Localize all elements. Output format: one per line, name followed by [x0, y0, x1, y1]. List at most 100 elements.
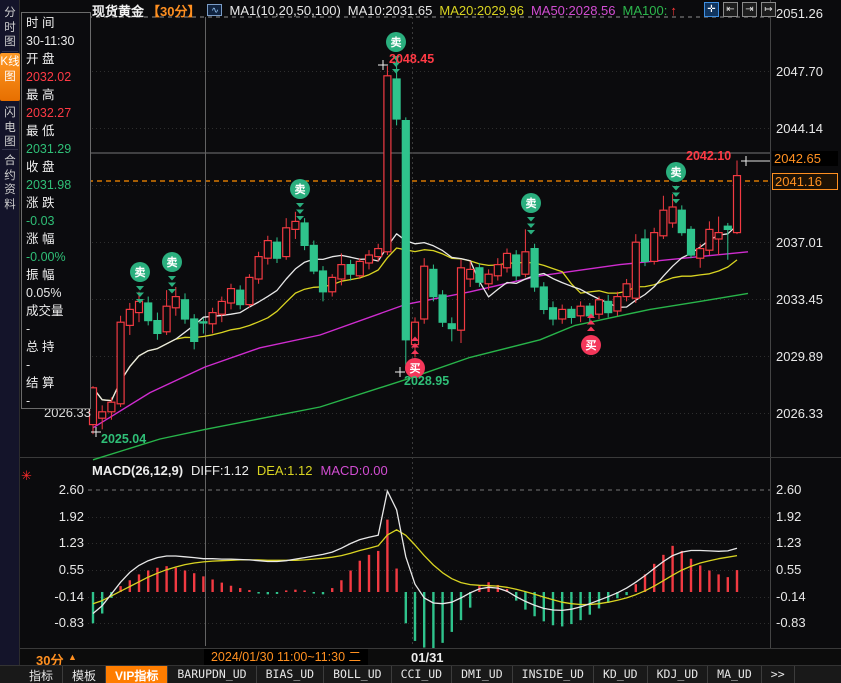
svg-text:买: 买 [586, 339, 597, 352]
svg-text:卖: 卖 [295, 182, 306, 196]
sell-signal-badge: 卖 [162, 252, 182, 294]
svg-text:卖: 卖 [671, 165, 682, 179]
tab-indicators[interactable]: 指标 [20, 666, 64, 683]
tab-kdj-ud[interactable]: KDJ_UD [648, 666, 709, 683]
tab-dmi-ud[interactable]: DMI_UD [452, 666, 513, 683]
tab-inside-ud[interactable]: INSIDE_UD [513, 666, 594, 683]
macd-axis-label: -0.14 [54, 589, 84, 604]
tab-barupdn-ud[interactable]: BARUPDN_UD [168, 666, 257, 683]
price-axis-label: 2047.70 [776, 64, 823, 79]
sell-signal-badge: 卖 [290, 179, 310, 221]
tab-vip-indicators[interactable]: VIP指标 [106, 666, 169, 683]
price-axis-label: 2033.45 [776, 292, 823, 307]
sidebar-tab-timeshare[interactable]: 分时图 [4, 7, 16, 48]
quote-value-high: 2032.27 [26, 106, 72, 120]
buy-signal-badge: 买 [405, 336, 425, 378]
macd-dea-value: DEA:1.12 [256, 463, 313, 478]
indicator-tab-bar: 指标 模板 VIP指标 BARUPDN_UD BIAS_UD BOLL_UD C… [0, 665, 841, 683]
sell-signal-badge: 卖 [130, 262, 150, 304]
quote-label: 开 盘 [26, 52, 55, 66]
macd-axis-label: 1.23 [776, 535, 802, 550]
quote-value-settlement: - [26, 394, 31, 408]
ma-indicator-title: MA1(10,20,50,100) [229, 2, 341, 18]
sidebar-tab-contract-info[interactable]: 合约资料 [4, 155, 16, 211]
ma10-value: MA10:2031.65 [347, 2, 433, 18]
current-price-chip: 2041.16 [772, 173, 838, 190]
tab-cci-ud[interactable]: CCI_UD [392, 666, 453, 683]
macd-diff-value: DIFF:1.12 [191, 463, 249, 478]
tab-templates[interactable]: 模板 [63, 666, 107, 683]
quote-label: 成交量 [26, 304, 64, 318]
price-axis-label: 2051.26 [776, 6, 823, 21]
quote-label: 涨 跌 [26, 196, 55, 210]
ma50-value: MA50:2028.56 [530, 2, 616, 18]
ma100-value: MA100: [622, 2, 668, 18]
ma100-offscale-arrow-icon: ↑ [670, 2, 677, 18]
price-mark-label: 2028.95 [404, 374, 449, 388]
quote-label: 最 低 [26, 124, 55, 138]
quote-label: 最 高 [26, 88, 55, 102]
quote-value-change: -0.03 [26, 214, 55, 228]
buy-signal-badge: 买 [581, 313, 601, 355]
price-axis-label: 2044.14 [776, 121, 823, 136]
pan-crosshair-icon[interactable]: ✛ [704, 2, 719, 17]
price-mark-label: 2048.45 [389, 52, 434, 66]
date-label: 01/31 [411, 650, 444, 665]
quote-label: 时 间 [26, 16, 55, 30]
quote-label: 结 算 [26, 376, 55, 390]
chart-toolbar: ✛ ⇤ ⇥ ↦ [704, 2, 776, 17]
price-mark-label: 2025.04 [101, 432, 146, 446]
period-dropdown-icon[interactable]: ▲ [68, 652, 77, 662]
quote-label: 总 持 [26, 340, 55, 354]
tab-bias-ud[interactable]: BIAS_UD [257, 666, 325, 683]
macd-axis-label: 1.92 [58, 509, 84, 524]
period-label: 【30分】 [147, 3, 201, 19]
price-axis-label: 2029.89 [776, 349, 823, 364]
quote-value-volume: - [26, 322, 31, 336]
quote-label: 振 幅 [26, 268, 55, 282]
macd-axis-label: -0.83 [54, 615, 84, 630]
scale-right-icon[interactable]: ⇥ [742, 2, 757, 17]
sidebar-tab-flash[interactable]: 闪电图 [4, 107, 16, 148]
indicator-settings-icon[interactable]: ✳ [21, 468, 32, 483]
chart-type-icon[interactable]: ∿ [207, 4, 223, 16]
quote-value-time: 30-11:30 [26, 34, 75, 48]
macd-axis-label: 0.55 [776, 562, 802, 577]
price-axis-label: 2037.01 [776, 235, 823, 250]
svg-text:卖: 卖 [391, 35, 402, 49]
sell-signal-badge: 卖 [666, 162, 686, 204]
chart-mode-sidebar: 分时图 K线图 闪电图 合约资料 [0, 0, 20, 683]
macd-axis-label: -0.83 [776, 615, 806, 630]
quote-value-open-interest: - [26, 358, 31, 372]
symbol-name: 现货黄金 [92, 3, 145, 19]
quote-panel: 时 间 30-11:30 开 盘 2032.02 最 高 2032.27 最 低 203… [21, 12, 91, 409]
macd-axis-label: -0.14 [776, 589, 806, 604]
price-axis-label: 2026.33 [776, 406, 823, 421]
period-badge[interactable]: 30分 [36, 653, 64, 668]
quote-label: 收 盘 [26, 160, 55, 174]
tab-ma-ud[interactable]: MA_UD [708, 666, 762, 683]
macd-axis-label: 2.60 [776, 482, 802, 497]
macd-axis-label: 2.60 [58, 482, 84, 497]
chart-header: 现货黄金 【30分】 ∿ MA1(10,20,50,100) MA10:2031.… [92, 2, 677, 19]
goto-latest-icon[interactable]: ↦ [761, 2, 776, 17]
macd-axis-label: 1.23 [58, 535, 84, 550]
quote-value-close: 2031.98 [26, 178, 72, 192]
scale-left-icon[interactable]: ⇤ [723, 2, 738, 17]
macd-header: MACD(26,12,9) DIFF:1.12 DEA:1.12 MACD:0.… [92, 463, 388, 478]
tab-boll-ud[interactable]: BOLL_UD [324, 666, 392, 683]
sidebar-tab-kline[interactable]: K线图 [0, 53, 20, 101]
ma20-value: MA20:2029.96 [439, 2, 524, 18]
quote-value-change-pct: -0.00% [26, 250, 66, 264]
macd-hist-value: MACD:0.00 [320, 463, 388, 478]
svg-text:卖: 卖 [526, 196, 537, 210]
time-axis[interactable]: 30分 ▲ 2024/01/30 11:00~11:30 二 01/31 [20, 648, 841, 668]
sell-signal-badge: 卖 [521, 193, 541, 235]
quote-value-open: 2032.02 [26, 70, 72, 84]
macd-axis-label: 0.55 [58, 562, 84, 577]
tab-more-indicators[interactable]: >> [762, 666, 795, 683]
svg-text:卖: 卖 [135, 265, 146, 279]
tab-kd-ud[interactable]: KD_UD [594, 666, 648, 683]
